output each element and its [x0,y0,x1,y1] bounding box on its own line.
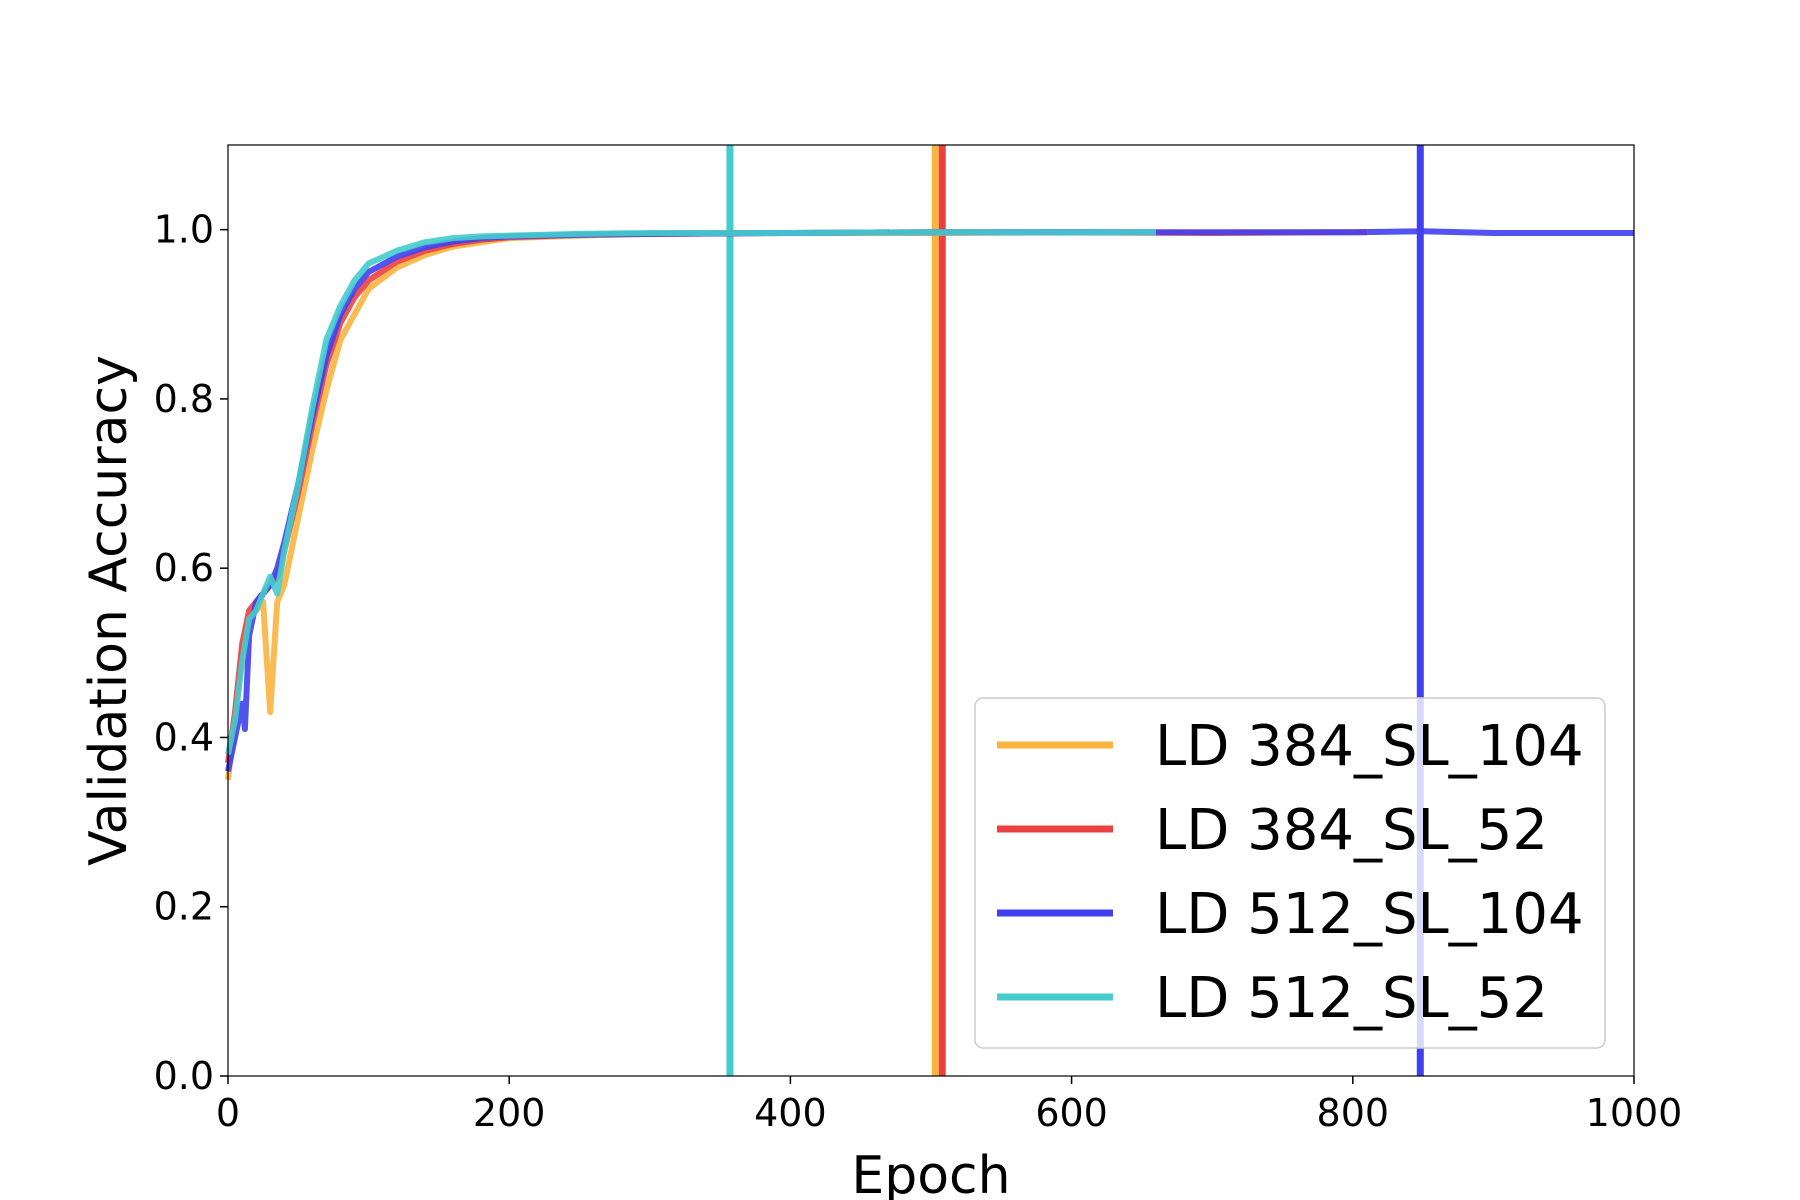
legend: LD 384_SL_104 LD 384_SL_52 LD 512_SL_104 LD… [974,697,1606,1049]
x-tick-label: 800 [1317,1091,1390,1135]
legend-box [974,697,1606,1049]
series-line-2 [225,229,1367,764]
x-axis-ticks: 0 200 400 600 800 1000 [216,1076,1682,1135]
legend-label: LD 512_SL_52 [1155,966,1548,1031]
x-axis-label: Epoch [851,1146,1010,1200]
x-tick-label: 400 [754,1091,827,1135]
x-tick-label: 1000 [1586,1091,1683,1135]
y-tick-label: 0.4 [154,715,214,759]
series-lines [225,228,1634,781]
legend-label: LD 512_SL_104 [1155,882,1584,947]
y-axis-ticks: 0.0 0.2 0.4 0.6 0.8 1.0 [154,208,228,1098]
y-tick-label: 0.8 [154,377,214,421]
y-tick-label: 0.6 [154,546,214,590]
y-axis-label: Validation Accuracy [79,355,139,866]
y-tick-label: 0.2 [154,885,214,929]
plot-frame [227,144,1635,1077]
x-tick-label: 200 [473,1091,546,1135]
x-tick-label: 600 [1035,1091,1108,1135]
series-line-4 [225,229,1156,756]
legend-label: LD 384_SL_52 [1155,798,1548,863]
y-tick-label: 1.0 [154,208,214,252]
x-tick-label: 0 [216,1091,240,1135]
vertical-marker-lines [726,145,1424,1076]
legend-label: LD 384_SL_104 [1155,714,1584,779]
y-tick-label: 0.0 [154,1054,214,1098]
